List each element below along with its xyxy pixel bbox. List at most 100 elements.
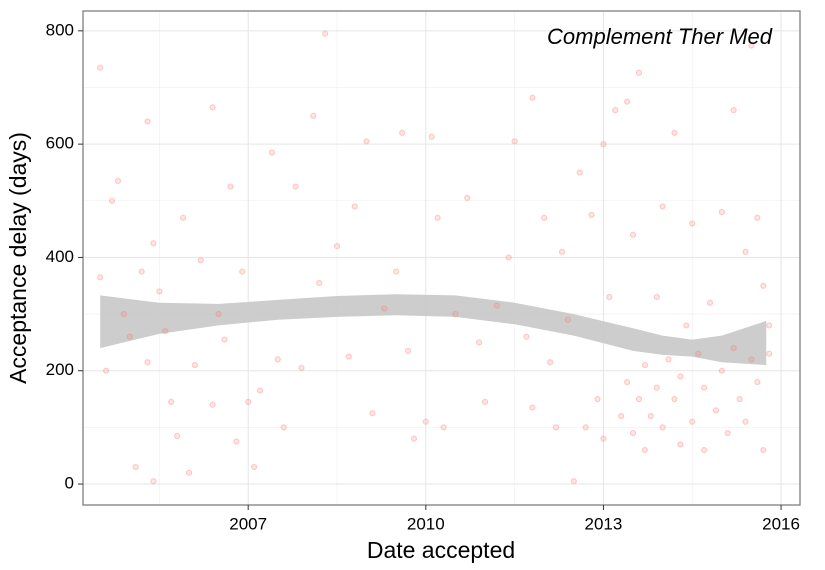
point	[588, 211, 595, 219]
point	[428, 133, 435, 140]
point	[120, 310, 127, 318]
point	[742, 418, 749, 425]
plot-background	[83, 11, 800, 505]
point	[452, 310, 459, 318]
point	[345, 353, 352, 360]
point	[635, 69, 643, 76]
point	[132, 463, 139, 471]
point	[144, 359, 151, 366]
point	[197, 257, 204, 264]
point	[114, 177, 122, 185]
confidence-band-layer	[100, 294, 767, 366]
point	[351, 203, 358, 210]
x-tick-label: 2007	[229, 514, 267, 533]
point	[363, 138, 370, 145]
point	[564, 316, 572, 323]
point	[742, 248, 749, 255]
point	[280, 424, 287, 431]
y-tick-label: 200	[46, 360, 74, 379]
point	[629, 231, 637, 238]
confidence-band	[100, 294, 767, 366]
point	[126, 333, 133, 340]
point	[748, 356, 755, 363]
point	[215, 310, 222, 318]
y-axis-title: Acceptance delay (days)	[5, 132, 31, 384]
point	[724, 429, 731, 437]
point	[251, 463, 258, 471]
y-tick-label: 800	[46, 20, 74, 39]
point	[641, 446, 648, 454]
point	[505, 254, 512, 261]
point	[683, 322, 690, 329]
point	[700, 446, 708, 454]
point	[547, 359, 554, 366]
point	[653, 293, 660, 301]
point	[144, 118, 151, 125]
point	[381, 305, 388, 312]
point	[677, 373, 684, 380]
point	[754, 214, 761, 221]
point	[233, 438, 240, 445]
x-tick-label: 2010	[407, 514, 445, 533]
annotation: Complement Ther Med	[547, 24, 773, 49]
point	[730, 344, 737, 352]
point	[700, 384, 708, 391]
point	[665, 356, 672, 363]
point	[766, 322, 773, 329]
point	[316, 279, 323, 287]
point	[529, 94, 536, 101]
point	[150, 478, 157, 485]
point	[464, 194, 471, 202]
x-tick-label: 2016	[762, 514, 800, 533]
point	[594, 395, 601, 403]
point	[209, 104, 216, 111]
x-tick-label: 2013	[585, 514, 623, 533]
point	[179, 214, 187, 221]
point	[712, 407, 720, 414]
point	[150, 240, 157, 247]
point	[481, 398, 489, 405]
point	[689, 220, 696, 227]
point	[576, 169, 583, 176]
point	[760, 446, 767, 454]
point	[760, 282, 767, 289]
point	[612, 107, 619, 114]
point	[369, 410, 376, 417]
point	[718, 209, 725, 216]
point	[635, 395, 643, 403]
point	[695, 350, 702, 357]
axes: 2007 2010 2013 2016 0 200 400 600 800	[46, 20, 800, 533]
point	[102, 367, 110, 374]
point	[624, 98, 631, 105]
point	[434, 214, 441, 221]
point	[191, 361, 199, 369]
point	[523, 333, 530, 340]
point	[310, 112, 317, 119]
point	[766, 350, 773, 357]
point	[333, 243, 341, 250]
point	[689, 418, 696, 425]
plot-border	[82, 10, 801, 506]
point	[706, 299, 714, 306]
point	[221, 336, 228, 343]
y-tick-label: 0	[65, 474, 74, 493]
point	[659, 203, 666, 210]
point	[493, 302, 500, 309]
point	[97, 64, 104, 71]
point	[440, 424, 447, 431]
point	[245, 398, 252, 405]
point	[718, 367, 725, 374]
point	[653, 384, 660, 391]
point	[475, 339, 483, 346]
point	[647, 412, 654, 420]
y-tick-label: 600	[46, 134, 74, 153]
point	[209, 401, 216, 408]
point	[529, 404, 536, 411]
point	[730, 107, 737, 114]
point	[174, 432, 181, 439]
point	[168, 398, 175, 405]
point	[404, 347, 412, 355]
point	[138, 268, 145, 275]
point	[677, 441, 684, 448]
